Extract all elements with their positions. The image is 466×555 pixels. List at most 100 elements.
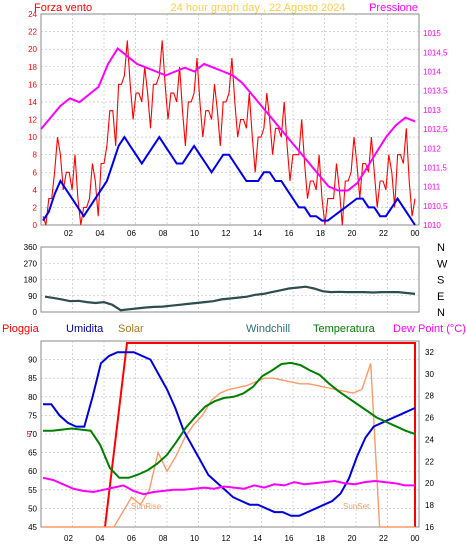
temperature-y-tick-label: 20 xyxy=(425,479,434,488)
wind-y-tick-label: 12 xyxy=(28,116,37,125)
direction-y-tick-label: 180 xyxy=(24,276,38,285)
direction-compass-label: N xyxy=(437,242,445,254)
direction-compass-label: E xyxy=(437,291,444,303)
wind-avg-line xyxy=(42,135,416,226)
temperature-x-tick-label: 02 xyxy=(64,534,73,543)
pressure-y-tick-label: 1012,5 xyxy=(423,125,448,134)
temperature-x-tick-label: 16 xyxy=(285,534,294,543)
pressure-y-tick-label: 1014 xyxy=(423,68,441,77)
humidity-y-tick-label: 45 xyxy=(28,523,37,532)
direction-y-tick-label: 90 xyxy=(28,292,37,301)
humidity-y-tick-label: 90 xyxy=(28,356,37,365)
temperature-x-tick-label: 12 xyxy=(222,534,231,543)
wind-x-tick-label: 18 xyxy=(316,229,325,238)
direction-y-tick-label: 270 xyxy=(24,259,38,268)
pressure-y-tick-label: 1011,5 xyxy=(423,163,447,172)
solar-line xyxy=(43,363,415,528)
header-left: Forza vento xyxy=(34,2,92,14)
direction-compass-label: S xyxy=(437,275,444,287)
temperature-y-tick-label: 32 xyxy=(425,348,434,357)
wind-x-tick-label: 22 xyxy=(379,229,388,238)
rain-y-tick-label: 5 xyxy=(27,430,32,439)
humidity-line xyxy=(43,351,416,517)
legend-rain: Pioggia xyxy=(2,323,40,335)
direction-compass-label: W xyxy=(437,258,448,270)
humidity-y-tick-label: 75 xyxy=(28,411,37,420)
wind-x-tick-label: 06 xyxy=(127,229,136,238)
wind-y-tick-label: 24 xyxy=(28,10,37,19)
temperature-line xyxy=(43,361,416,479)
wind-y-tick-label: 0 xyxy=(33,221,38,230)
wind-y-tick-label: 4 xyxy=(33,186,38,195)
temperature-y-tick-label: 28 xyxy=(425,392,434,401)
wind-y-tick-label: 16 xyxy=(28,80,37,89)
humidity-y-tick-label: 70 xyxy=(28,430,37,439)
temperature-y-tick-label: 16 xyxy=(425,523,434,532)
wind-y-tick-label: 20 xyxy=(28,45,37,54)
pressure-y-tick-label: 1014,5 xyxy=(423,48,448,57)
wind-x-tick-label: 02 xyxy=(64,229,73,238)
pressure-y-tick-label: 1012 xyxy=(423,144,441,153)
humidity-y-tick-label: 55 xyxy=(28,486,37,495)
legend-humidity: Umidita xyxy=(66,323,104,335)
wind-y-tick-label: 8 xyxy=(33,151,38,160)
pressure-y-tick-label: 1013,5 xyxy=(423,87,448,96)
temperature-x-tick-label: 14 xyxy=(253,534,262,543)
humidity-y-tick-label: 65 xyxy=(28,449,37,458)
legend-dew-point: Dew Point (°C) xyxy=(393,323,466,335)
temperature-y-tick-label: 30 xyxy=(425,370,434,379)
temperature-x-tick-label: 10 xyxy=(190,534,199,543)
temperature-x-tick-label: 04 xyxy=(96,534,105,543)
wind-gust-line xyxy=(42,40,416,226)
wind-y-tick-label: 2 xyxy=(33,203,38,212)
pressure-y-tick-label: 1013 xyxy=(423,106,441,115)
temperature-y-tick-label: 22 xyxy=(425,457,434,466)
temperature-y-tick-label: 26 xyxy=(425,414,434,423)
temperature-x-tick-label: 20 xyxy=(348,534,357,543)
temperature-x-tick-label: 00 xyxy=(411,534,420,543)
legend-solar: Solar xyxy=(118,323,144,335)
temperature-x-tick-label: 22 xyxy=(379,534,388,543)
wind-x-tick-label: 10 xyxy=(190,229,199,238)
wind-x-tick-label: 16 xyxy=(285,229,294,238)
rain-cumulative-line xyxy=(104,342,416,528)
wind-x-tick-label: 04 xyxy=(96,229,105,238)
pressure-y-tick-label: 1011 xyxy=(423,183,441,192)
pressure-y-tick-label: 1010,5 xyxy=(423,202,448,211)
sunset-label: SunSet xyxy=(343,502,370,511)
wind-direction-line xyxy=(44,285,416,312)
humidity-y-tick-label: 50 xyxy=(28,504,37,513)
wind-y-tick-label: 6 xyxy=(33,168,38,177)
wind-x-tick-label: 14 xyxy=(253,229,262,238)
wind-x-tick-label: 12 xyxy=(222,229,231,238)
temperature-y-tick-label: 24 xyxy=(425,435,434,444)
wind-x-tick-label: 00 xyxy=(411,229,420,238)
header-right: Pressione xyxy=(369,2,418,14)
sunrise-label: SunRise xyxy=(131,502,162,511)
temperature-x-tick-label: 18 xyxy=(316,534,325,543)
pressure-y-tick-label: 1015 xyxy=(423,29,441,38)
wind-y-tick-label: 10 xyxy=(28,133,37,142)
legend-temperature: Temperatura xyxy=(313,323,376,335)
legend-windchill: Windchill xyxy=(246,323,290,335)
wind-y-tick-label: 14 xyxy=(28,98,37,107)
direction-y-tick-label: 0 xyxy=(33,308,38,317)
humidity-y-tick-label: 85 xyxy=(28,374,37,383)
direction-y-tick-label: 360 xyxy=(24,243,38,252)
pressure-y-tick-label: 1010 xyxy=(423,221,441,230)
wind-y-tick-label: 22 xyxy=(28,28,37,37)
header-center: 24 hour graph day , 22 Agosto 2024 xyxy=(171,2,346,14)
temperature-y-tick-label: 18 xyxy=(425,501,434,510)
humidity-y-tick-label: 80 xyxy=(28,393,37,402)
wind-x-tick-label: 20 xyxy=(348,229,357,238)
chart-panels: 02468101214161820222410101010,510111011,… xyxy=(24,10,448,543)
wind-y-tick-label: 18 xyxy=(28,63,37,72)
wind-x-tick-label: 08 xyxy=(159,229,168,238)
pressure-line xyxy=(40,47,416,192)
humidity-y-tick-label: 60 xyxy=(28,467,37,476)
temperature-x-tick-label: 06 xyxy=(127,534,136,543)
dew-point-line xyxy=(42,476,415,496)
direction-compass-label: N xyxy=(437,307,445,319)
temperature-x-tick-label: 08 xyxy=(159,534,168,543)
